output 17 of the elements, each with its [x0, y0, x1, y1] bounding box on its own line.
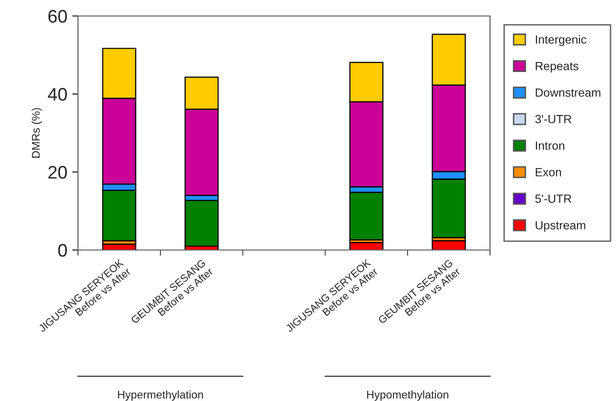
y-tick-label: 60 [48, 10, 67, 23]
legend-label: Repeats [536, 62, 578, 73]
bar [184, 200, 219, 247]
y-axis-title: DMRs (%) [32, 108, 42, 158]
bar [349, 192, 384, 240]
y-tick-label: 40 [48, 88, 67, 101]
legend-label: Intron [536, 142, 564, 150]
y-tick-label: 0 [58, 244, 67, 257]
legend-label: 3'-UTR [535, 114, 572, 124]
text: Hypomethylation [367, 390, 448, 401]
legend-label: Intergenic [536, 35, 586, 46]
y-tick-label: 20 [48, 166, 67, 179]
legend-label: 5'-UTR [535, 194, 572, 203]
legend-label: Downstream [536, 88, 600, 97]
legend-label: Upstream [536, 221, 586, 232]
text: Hypermethylation [118, 390, 203, 401]
legend-label: Exon [536, 168, 561, 176]
